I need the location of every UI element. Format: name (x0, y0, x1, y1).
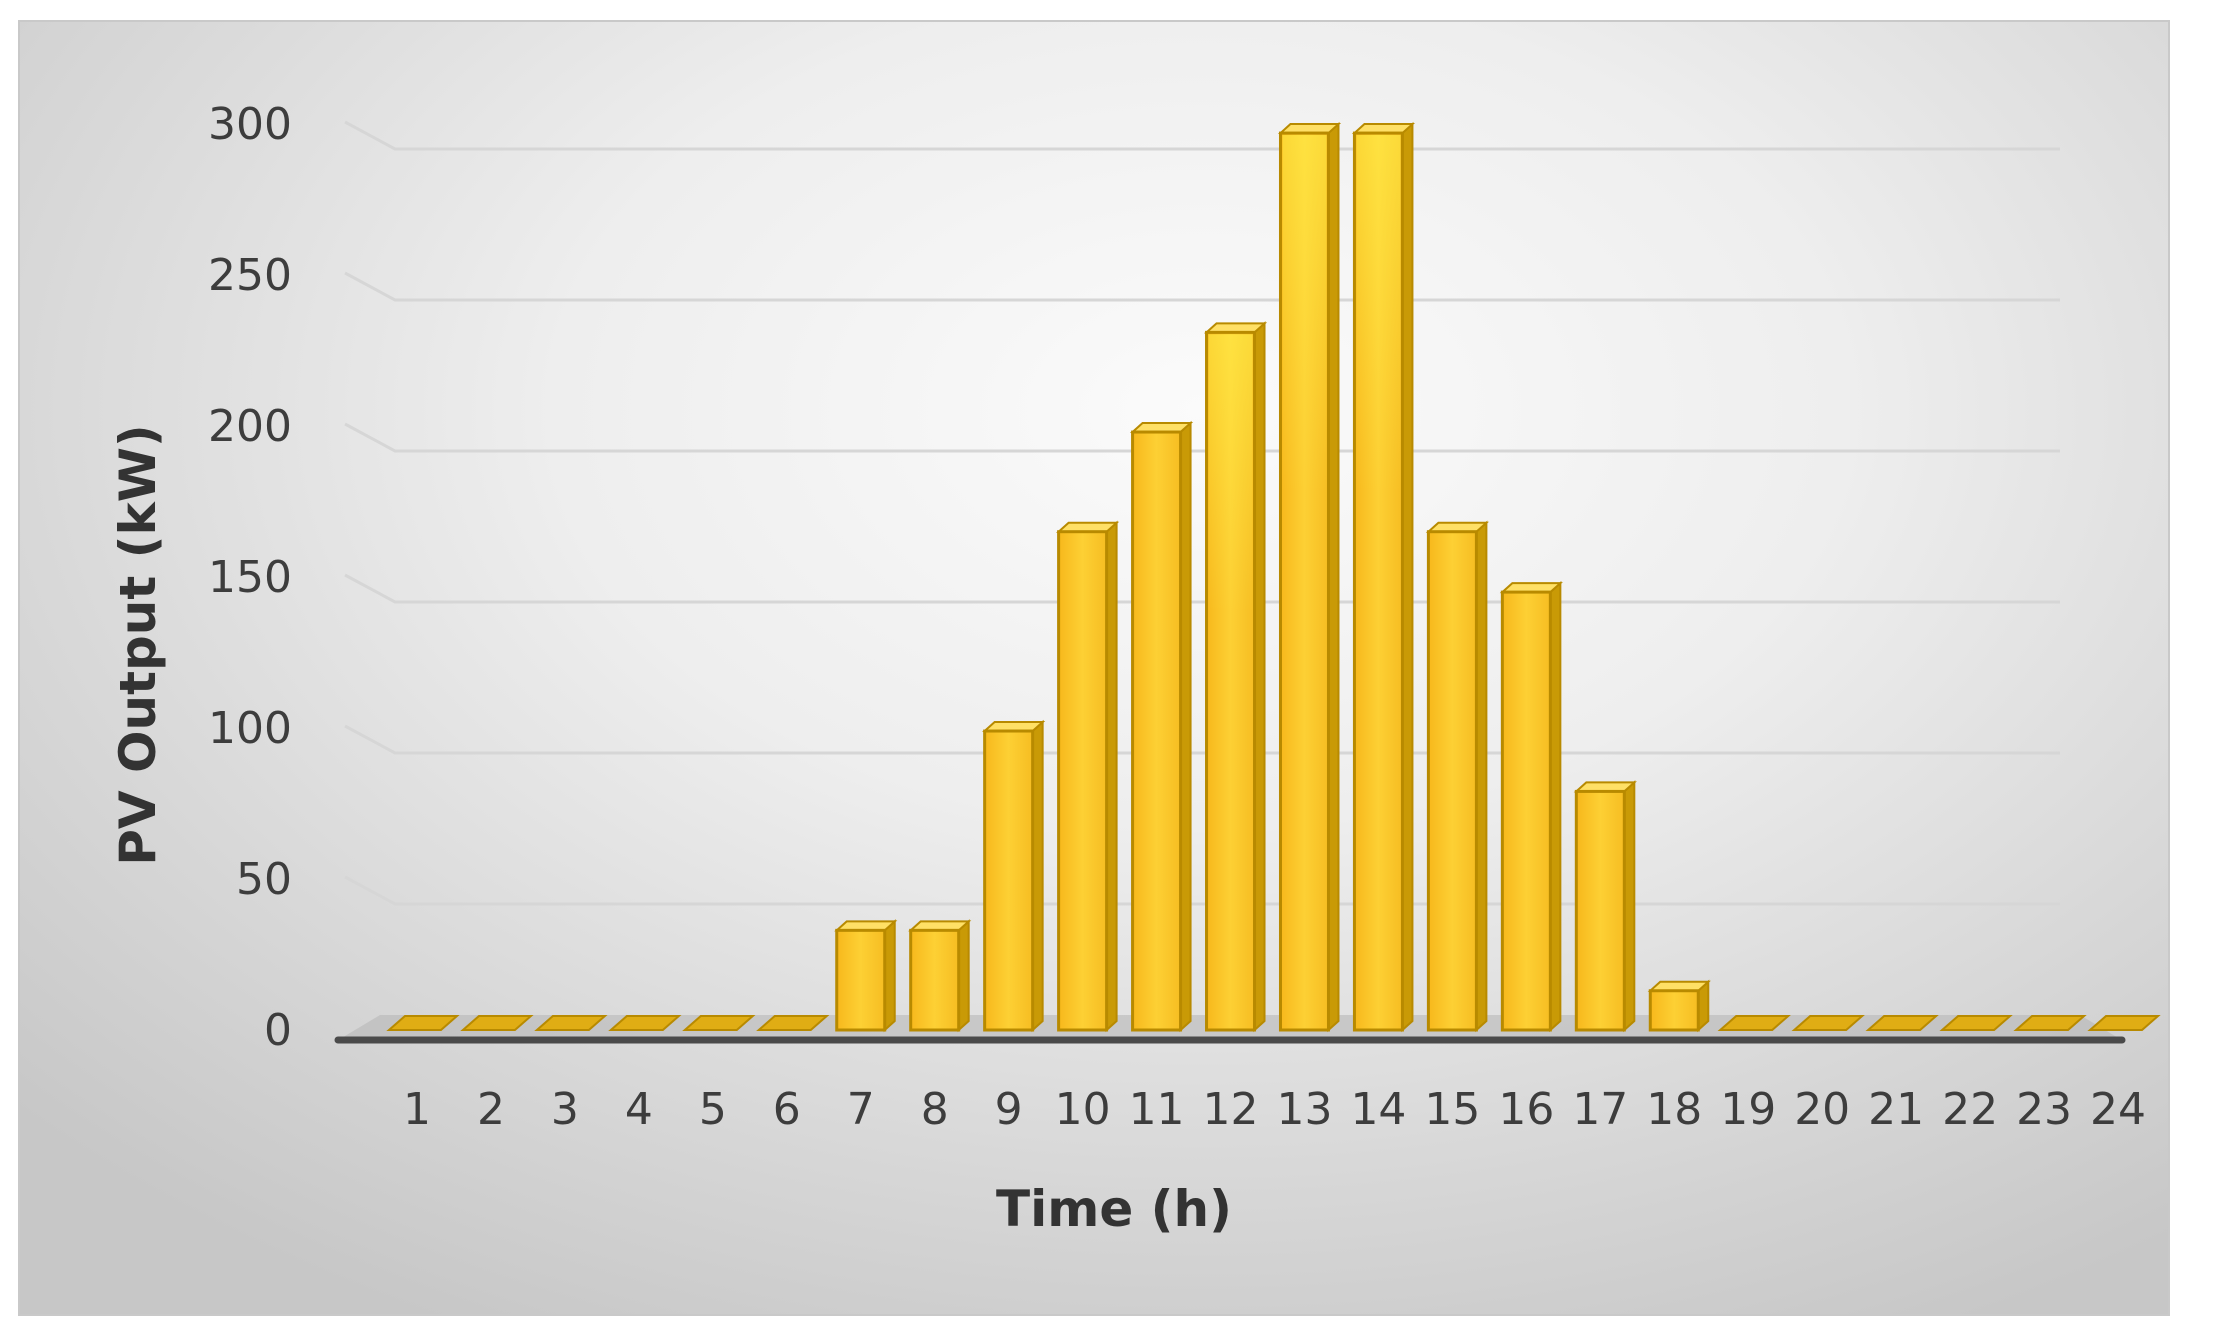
bar-13 (1277, 121, 1342, 1033)
gridline-50 (344, 875, 2060, 906)
x-tick-label: 23 (2016, 1084, 2072, 1135)
x-tick-label: 12 (1203, 1084, 1259, 1135)
bar-22 (1939, 1015, 2013, 1031)
bar-9 (982, 719, 1046, 1033)
gridline-300 (344, 120, 2060, 151)
x-tick-label: 2 (477, 1084, 505, 1135)
bar-16 (1499, 580, 1563, 1033)
x-tick-label: 7 (847, 1084, 875, 1135)
y-tick-label: 0 (264, 1005, 292, 1056)
x-tick-label: 19 (1720, 1084, 1776, 1135)
x-tick-label: 16 (1498, 1084, 1554, 1135)
y-axis-ticks: 0 50 100 150 200 250 300 (208, 99, 292, 1056)
x-axis-title: Time (h) (996, 1180, 1232, 1238)
bars (386, 121, 2161, 1033)
x-tick-label: 17 (1572, 1084, 1628, 1135)
gridline-250 (344, 271, 2060, 302)
x-tick-label: 10 (1055, 1084, 1111, 1135)
y-tick-label: 300 (208, 99, 292, 150)
x-tick-label: 20 (1794, 1084, 1850, 1135)
bar-18 (1647, 979, 1711, 1033)
bar-14 (1351, 121, 1416, 1033)
x-tick-label: 13 (1276, 1084, 1332, 1135)
bar-7 (834, 919, 898, 1033)
x-tick-label: 15 (1424, 1084, 1480, 1135)
bar-12 (1203, 321, 1268, 1033)
bar-21 (1865, 1015, 1939, 1031)
bar-11 (1129, 420, 1194, 1033)
y-tick-label: 200 (208, 401, 292, 452)
bar-6 (756, 1015, 830, 1031)
x-tick-label: 11 (1129, 1084, 1185, 1135)
bar-20 (1791, 1015, 1865, 1031)
y-tick-label: 250 (208, 250, 292, 301)
bar-23 (2013, 1015, 2087, 1031)
x-tick-label: 22 (1942, 1084, 1998, 1135)
gridline-150 (344, 573, 2060, 604)
gridline-100 (344, 724, 2060, 755)
x-tick-label: 18 (1646, 1084, 1702, 1135)
bar-17 (1573, 780, 1637, 1033)
bar-5 (682, 1015, 756, 1031)
gridlines (344, 120, 2060, 906)
bar-1 (386, 1015, 460, 1031)
x-axis-ticks: 1 2 3 4 5 6 7 8 9 10 11 12 13 14 15 16 17 18 19 20 21 22 23 24 (403, 1084, 2146, 1135)
bar-24 (2087, 1015, 2161, 1031)
bar-15 (1425, 520, 1490, 1033)
bar-19 (1717, 1015, 1791, 1031)
y-axis-title: PV Output (kW) (109, 424, 167, 866)
x-tick-label: 4 (625, 1084, 653, 1135)
y-tick-label: 50 (236, 854, 292, 905)
x-tick-label: 3 (551, 1084, 579, 1135)
x-tick-label: 6 (773, 1084, 801, 1135)
bar-10 (1055, 520, 1120, 1033)
x-tick-label: 5 (699, 1084, 727, 1135)
bar-3 (534, 1015, 608, 1031)
x-tick-label: 1 (403, 1084, 431, 1135)
bar-2 (460, 1015, 534, 1031)
x-tick-label: 21 (1868, 1084, 1924, 1135)
y-tick-label: 100 (208, 703, 292, 754)
gridline-200 (344, 422, 2060, 453)
x-tick-label: 8 (921, 1084, 949, 1135)
y-tick-label: 150 (208, 552, 292, 603)
x-tick-label: 9 (995, 1084, 1023, 1135)
bar-4 (608, 1015, 682, 1031)
x-tick-label: 14 (1350, 1084, 1406, 1135)
x-tick-label: 24 (2090, 1084, 2146, 1135)
bar-8 (908, 919, 972, 1033)
